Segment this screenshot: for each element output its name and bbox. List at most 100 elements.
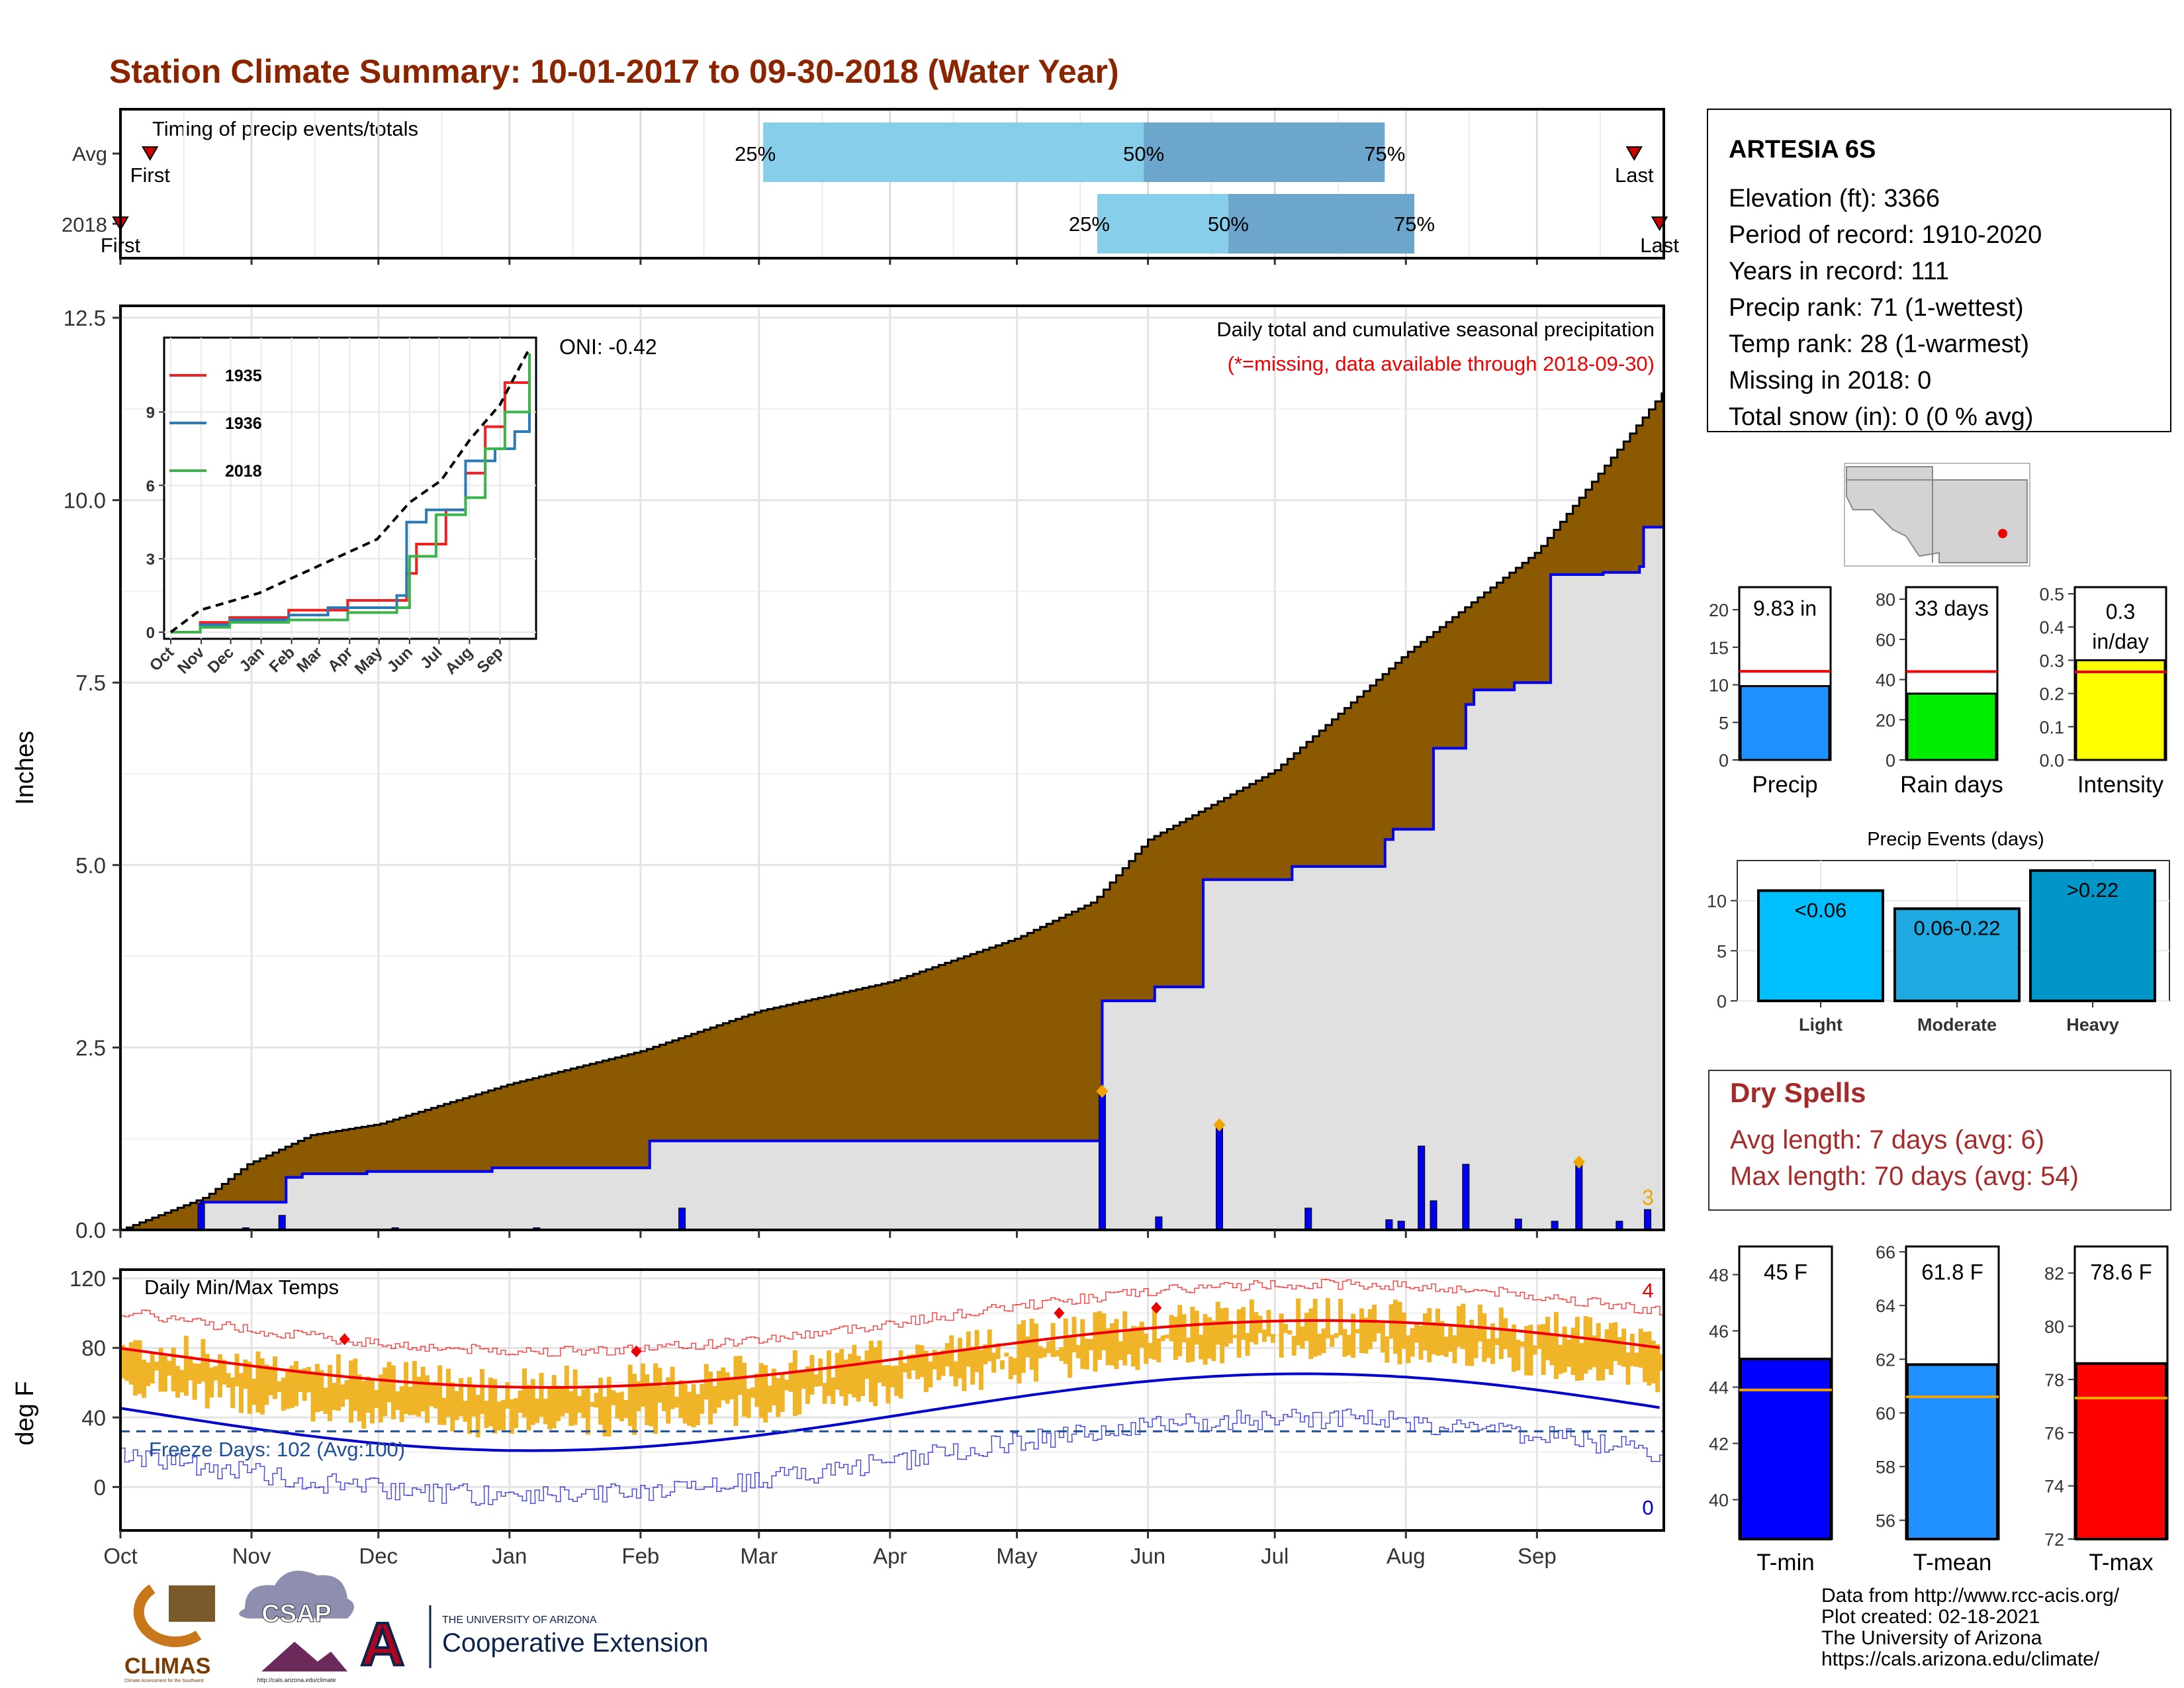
tempbar-value-text-tmean: 61.8 F bbox=[1921, 1260, 1983, 1284]
station-info-line-4: Precip rank: 71 (1-wettest) bbox=[1729, 294, 2024, 322]
daily-temp-bar bbox=[788, 1362, 794, 1392]
daily-temp-bar bbox=[560, 1386, 565, 1417]
daily-temp-bar bbox=[1367, 1309, 1373, 1350]
quartile-label-75-avg: 75% bbox=[1364, 142, 1405, 165]
tempbar-ytick-label-tmean: 62 bbox=[1876, 1350, 1895, 1370]
daily-temp-bar bbox=[974, 1330, 979, 1372]
daily-temp-bar bbox=[1414, 1322, 1420, 1343]
daily-temp-bar bbox=[1114, 1319, 1119, 1370]
daily-temp-bar bbox=[314, 1364, 320, 1413]
daily-temp-bar bbox=[1608, 1323, 1614, 1375]
last-label-avg: Last bbox=[1615, 164, 1654, 187]
missing-diamond-marker bbox=[1213, 1118, 1226, 1132]
daily-temp-bar bbox=[746, 1388, 751, 1419]
daily-temp-bar bbox=[1655, 1344, 1661, 1393]
station-info-line-7: Total snow (in): 0 (0 % avg) bbox=[1729, 403, 2033, 431]
daily-temp-bar bbox=[1431, 1322, 1436, 1354]
daily-temp-bar bbox=[1511, 1324, 1516, 1372]
daily-temp-bar bbox=[408, 1387, 413, 1416]
daily-temp-bar bbox=[1473, 1329, 1479, 1358]
precip-ylabel: Inches bbox=[11, 731, 39, 805]
daily-temp-bar bbox=[1592, 1335, 1597, 1368]
daily-temp-bar bbox=[611, 1390, 616, 1405]
daily-temp-bar bbox=[1617, 1336, 1622, 1366]
daily-temp-bar bbox=[197, 1363, 201, 1384]
precip-plot-area bbox=[120, 306, 1664, 1230]
daily-temp-bar bbox=[1587, 1317, 1592, 1370]
daily-precip-bar bbox=[1615, 1221, 1623, 1230]
temp-corner-bottom: 0 bbox=[1642, 1496, 1653, 1519]
daily-temp-bar bbox=[1647, 1331, 1652, 1386]
daily-temp-bar bbox=[1038, 1346, 1043, 1359]
tempbar-label-tmax: T-max bbox=[2089, 1550, 2154, 1575]
daily-temp-bar bbox=[780, 1374, 785, 1413]
daily-temp-bar bbox=[750, 1387, 755, 1398]
daily-temp-bar bbox=[213, 1366, 218, 1381]
daily-temp-bar bbox=[978, 1350, 983, 1390]
daily-temp-bar bbox=[259, 1358, 265, 1415]
daily-temp-bar bbox=[1130, 1326, 1136, 1367]
tempbar-ytick-label-tmean: 56 bbox=[1876, 1511, 1895, 1531]
daily-temp-bar bbox=[1089, 1338, 1094, 1350]
daily-temp-bar bbox=[302, 1368, 307, 1401]
events-ytick-label: 10 bbox=[1707, 892, 1727, 912]
minibar-ytick-label-rain-days: 60 bbox=[1876, 630, 1895, 650]
month-label-jan: Jan bbox=[492, 1544, 527, 1568]
daily-temp-bar bbox=[1084, 1338, 1089, 1370]
daily-temp-bar bbox=[217, 1354, 222, 1397]
minibar-ytick-label-rain-days: 0 bbox=[1886, 751, 1895, 771]
climas-block-icon bbox=[169, 1585, 215, 1622]
daily-temp-bar bbox=[894, 1366, 899, 1396]
daily-temp-bar bbox=[1524, 1326, 1529, 1376]
daily-temp-bar bbox=[983, 1344, 988, 1364]
daily-temp-bar bbox=[518, 1390, 523, 1413]
precip-note-missing: (*=missing, data available through 2018-… bbox=[1228, 352, 1655, 375]
station-info-box: ARTESIA 6S Elevation (ft): 3366 Period of… bbox=[1707, 109, 2171, 432]
daily-temp-bar bbox=[1549, 1333, 1555, 1366]
quartile-label-75-year: 75% bbox=[1394, 212, 1435, 236]
daily-temp-bar bbox=[716, 1370, 721, 1408]
daily-temp-bar bbox=[898, 1350, 903, 1399]
daily-temp-bar bbox=[1029, 1319, 1034, 1370]
daily-temp-bar bbox=[505, 1382, 510, 1409]
daily-temp-bar bbox=[1634, 1352, 1639, 1367]
tempbar-ytick-label-tmax: 80 bbox=[2044, 1317, 2064, 1337]
daily-temp-bar bbox=[577, 1395, 582, 1413]
tempbar-ytick-label-tmin: 46 bbox=[1709, 1322, 1729, 1342]
daily-temp-bar bbox=[1351, 1313, 1356, 1358]
daily-temp-bar bbox=[700, 1383, 705, 1414]
daily-temp-bar bbox=[598, 1378, 603, 1425]
timing-row-label-avg: Avg bbox=[72, 142, 107, 165]
daily-temp-bar bbox=[645, 1374, 650, 1426]
daily-temp-bar bbox=[1579, 1342, 1584, 1381]
minibar-ytick-label-precip: 10 bbox=[1709, 676, 1729, 696]
daily-temp-bar bbox=[179, 1370, 185, 1393]
daily-temp-bar bbox=[205, 1354, 210, 1409]
tempbar-value-tmax bbox=[2075, 1362, 2167, 1541]
temp-panel-label: Daily Min/Max Temps bbox=[144, 1276, 339, 1299]
daily-temp-bar bbox=[454, 1391, 459, 1421]
daily-temp-bar bbox=[1410, 1328, 1415, 1357]
daily-temp-bar bbox=[383, 1367, 388, 1417]
daily-temp-bar bbox=[1220, 1308, 1225, 1364]
daily-temp-bar bbox=[437, 1365, 443, 1425]
freeze-days-text: Freeze Days: 102 (Avg:100) bbox=[149, 1438, 405, 1461]
timing-label: Timing of precip events/totals bbox=[152, 117, 418, 140]
daily-temp-bar bbox=[395, 1391, 400, 1411]
daily-temp-bar bbox=[158, 1348, 163, 1392]
dry-spells-box: Dry Spells Avg length: 7 days (avg: 6) M… bbox=[1708, 1070, 2171, 1211]
daily-temp-bar bbox=[445, 1368, 451, 1417]
daily-temp-bar bbox=[809, 1354, 815, 1395]
daily-temp-bar bbox=[776, 1378, 781, 1417]
daily-temp-bar bbox=[886, 1365, 891, 1404]
daily-temp-bar bbox=[1418, 1325, 1424, 1360]
daily-temp-bar bbox=[564, 1366, 569, 1413]
minibar-value-intensity bbox=[2075, 659, 2166, 761]
daily-temp-bar bbox=[873, 1347, 878, 1407]
daily-temp-bar bbox=[526, 1384, 531, 1431]
daily-temp-bar bbox=[889, 1366, 895, 1387]
daily-temp-bar bbox=[801, 1370, 806, 1389]
tempbar-ytick-label-tmin: 48 bbox=[1709, 1266, 1729, 1286]
event-bar-moderate bbox=[1893, 907, 2021, 1002]
